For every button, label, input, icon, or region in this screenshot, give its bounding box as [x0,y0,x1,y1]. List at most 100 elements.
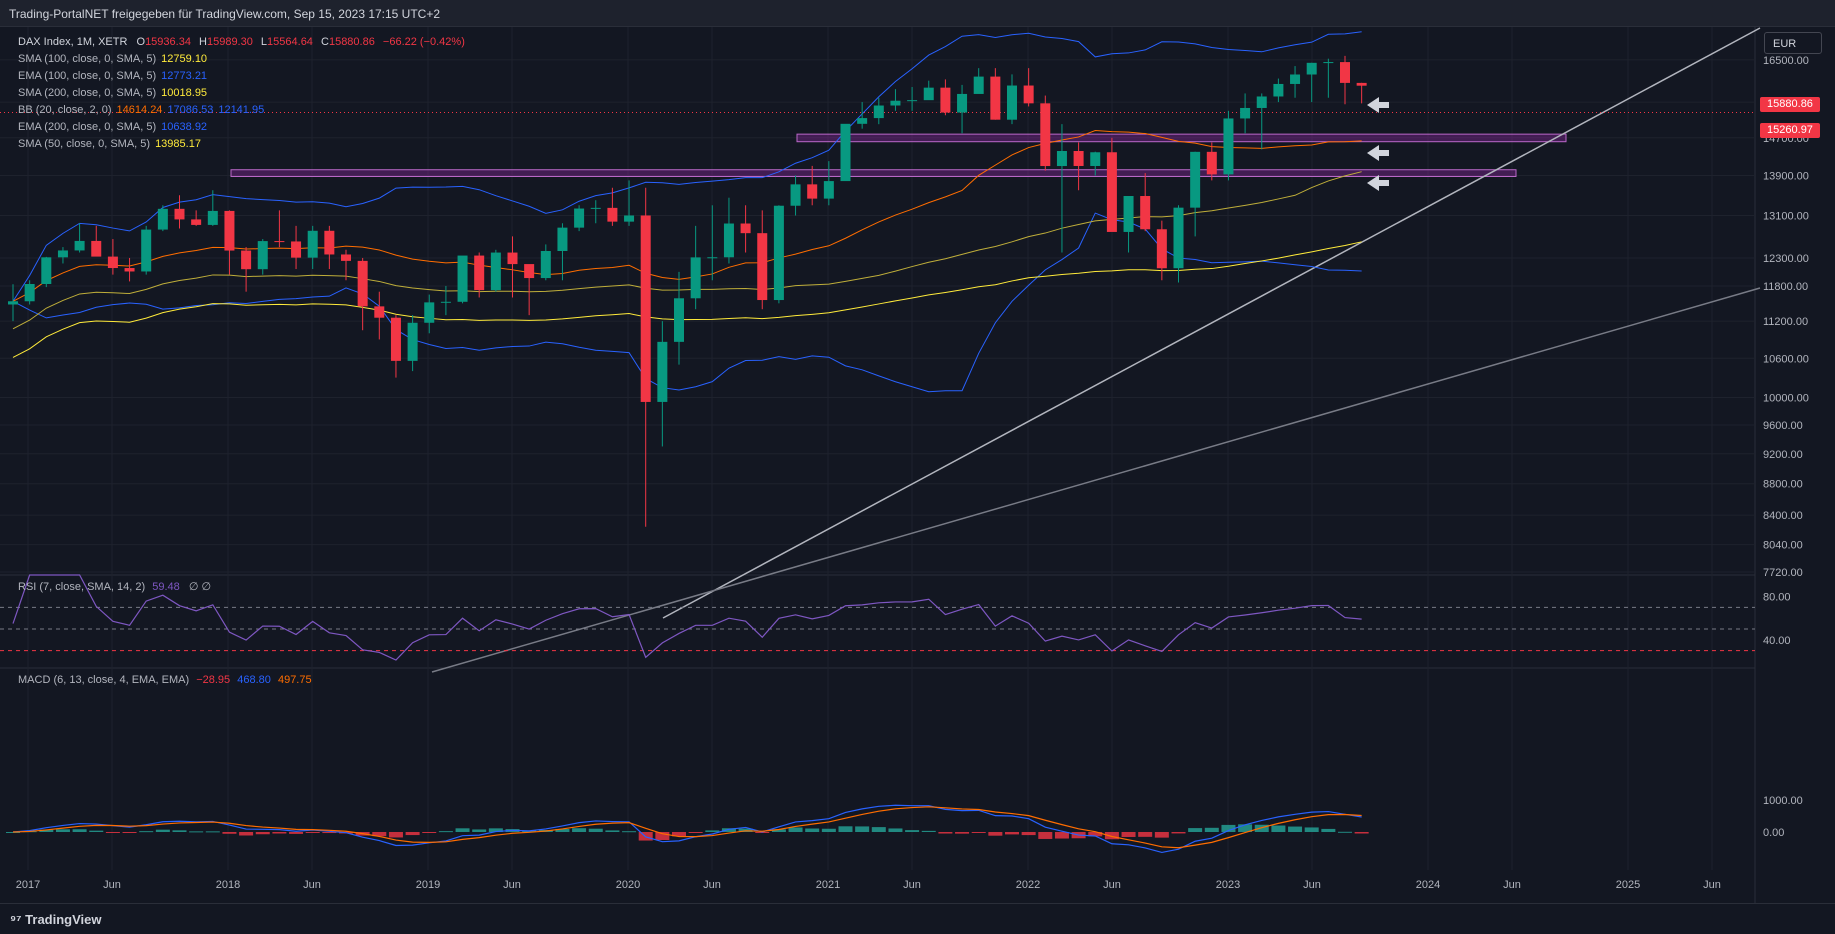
time-tick-label: Jun [903,879,921,891]
macd-histogram-bar [1254,824,1269,832]
price-tick-label: 9200.00 [1763,449,1803,461]
macd-histogram-bar [1171,832,1186,834]
share-title: Trading-PortalNET freigegeben für Tradin… [9,7,441,21]
annotation-arrow [1367,145,1389,161]
candle-body [657,341,668,402]
indicator-row[interactable]: SMA (200, close, 0, SMA, 5) 10018.95 [18,85,465,102]
candle-body [823,181,834,199]
candle-body [757,233,768,301]
candle-body [540,250,551,279]
brand-name: TradingView [25,912,102,927]
tv-logo-icon: ⁹⁷ [10,912,26,927]
candle-body [174,208,185,220]
macd-histogram-bar [72,829,87,832]
candle-body [907,100,918,102]
sma-50 [12,171,1362,330]
time-tick-label: Jun [1303,879,1321,891]
tradingview-logo[interactable]: ⁹⁷ TradingView [10,912,102,927]
candle-body [890,100,901,106]
indicator-label: EMA (100, close, 0, SMA, 5) [18,70,157,82]
last-price-tag: 15880.86 [1760,97,1820,112]
macd-histogram-bar [388,832,403,838]
macd-legend[interactable]: MACD (6, 13, close, 4, EMA, EMA) −28.95 … [18,674,312,686]
indicator-row[interactable]: SMA (50, close, 0, SMA, 5) 13985.17 [18,136,465,153]
chart-legend: DAX Index, 1M, XETR O15936.34 H15989.30 … [18,34,465,153]
macd-histogram-bar [1271,825,1286,832]
macd-histogram-bar [905,830,920,832]
macd-histogram-bar [205,831,220,833]
macd-histogram-bar [488,828,503,832]
macd-histogram-bar [572,828,587,832]
macd-histogram-bar [888,828,903,832]
rsi-legend[interactable]: RSI (7, close, SMA, 14, 2) 59.48 ∅ ∅ [18,580,211,593]
indicator-label: SMA (200, close, 0, SMA, 5) [18,87,157,99]
candle-body [241,250,252,270]
time-tick-label: 2023 [1216,879,1240,891]
candle-body [1173,207,1184,269]
macd-histogram-bar [1104,832,1119,840]
macd-histogram-bar [1121,832,1136,837]
candle-body [507,252,518,265]
candle-body [1040,103,1051,167]
candle-body [324,230,335,255]
macd-histogram-bar [921,830,936,832]
symbol-name[interactable]: DAX Index, 1M, XETR [18,36,128,48]
low-label: L [260,36,268,48]
candle-body [840,123,851,182]
macd-histogram-bar [289,832,304,834]
macd-histogram-bar [372,832,387,837]
macd-histogram-bar [1021,832,1036,836]
macd-histogram-bar [705,830,720,832]
indicator-value: 14614.24 [116,104,163,116]
price-tick-label: 8800.00 [1763,479,1803,491]
candle-body [390,317,401,361]
macd-histogram-bar [871,827,886,832]
macd-histogram-bar [955,832,970,834]
candle-body [1156,229,1167,269]
macd-histogram-bar [422,832,437,833]
time-tick-label: 2018 [216,879,240,891]
candle-body [1323,62,1334,64]
macd-histogram-bar [472,829,487,832]
candle-body [640,215,651,402]
time-tick-label: Jun [1703,879,1721,891]
candle-body [1273,83,1284,97]
currency-button[interactable]: EUR [1764,32,1822,54]
indicator-row[interactable]: SMA (100, close, 0, SMA, 5) 12759.10 [18,51,465,68]
macd-histogram-bar [272,832,287,834]
indicator-value: 10638.92 [161,121,208,133]
rsi-tick-label: 80.00 [1763,592,1791,604]
macd-histogram-bar [122,832,137,833]
rsi-line [12,574,1362,661]
macd-histogram-bar [588,828,603,832]
symbol-ohlc-row[interactable]: DAX Index, 1M, XETR O15936.34 H15989.30 … [18,34,465,51]
macd-histogram-bar [805,828,820,832]
candle-body [607,207,618,222]
macd-histogram-bar [255,832,270,835]
open-value: 15936.34 [145,36,191,48]
macd-histogram-bar [438,831,453,833]
candle-body [557,227,568,251]
candle-body [341,254,351,261]
support-zone [796,133,1567,143]
indicator-label: BB (20, close, 2, 0) [18,104,112,116]
indicator-value: 12141.95 [218,104,265,116]
indicator-row[interactable]: EMA (200, close, 0, SMA, 5) 10638.92 [18,119,465,136]
macd-histogram-bar [172,830,187,832]
price-tick-label: 13900.00 [1763,171,1809,183]
indicator-row[interactable]: EMA (100, close, 0, SMA, 5) 12773.21 [18,68,465,85]
candle-body [490,252,501,291]
macd-histogram-bar [155,829,170,832]
candle-body [873,105,884,119]
indicator-value: 10018.95 [161,87,208,99]
candle-body [524,264,535,279]
time-tick-label: Jun [103,879,121,891]
candle-body [1290,74,1301,84]
time-tick-label: 2017 [16,879,40,891]
macd-histogram-bar [1288,826,1303,832]
close-label: C [321,36,329,48]
indicator-row[interactable]: BB (20, close, 2, 0) 14614.24 17086.53 1214… [18,102,465,119]
macd-histogram-bar [1204,827,1219,832]
candle-body [773,205,784,301]
